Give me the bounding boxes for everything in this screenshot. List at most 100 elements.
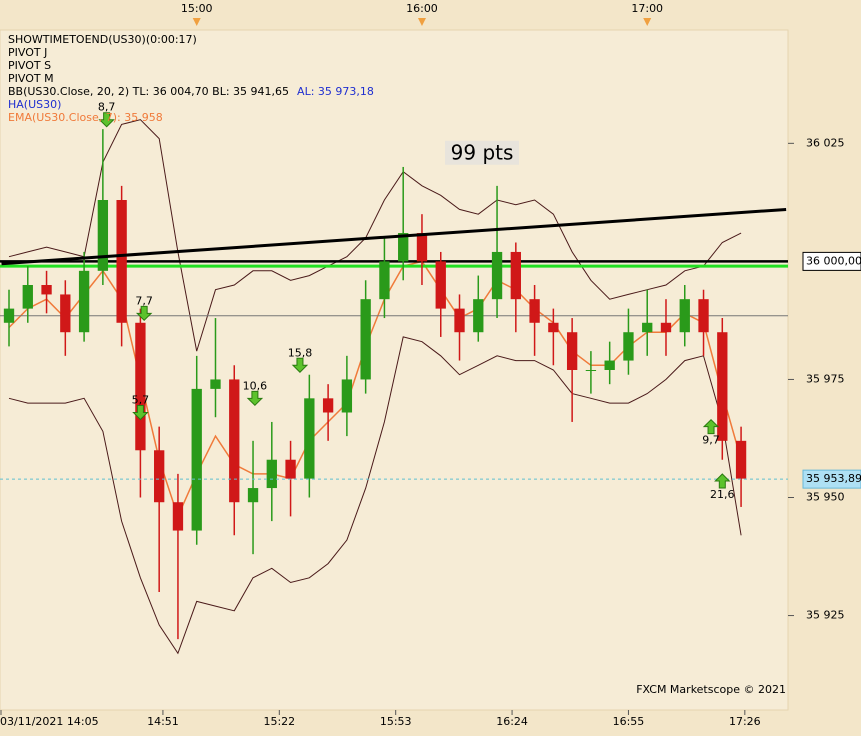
y-tick-label: 35 925 (806, 609, 845, 622)
candle-body (229, 379, 240, 503)
candle-body (210, 379, 221, 389)
candle-body (435, 261, 446, 309)
signal-label: 7,7 (135, 294, 153, 307)
signal-arrow (98, 112, 115, 128)
legend-line: SHOWTIMETOEND(US30)(0:00:17) (8, 33, 197, 46)
legend-entry: SHOWTIMETOEND(US30)(0:00:17) (8, 33, 197, 46)
candle-body (247, 488, 259, 503)
candle-body (491, 251, 503, 300)
signal-label: 9,7 (702, 434, 720, 447)
signal-arrow (132, 405, 149, 421)
candle-body (154, 450, 165, 503)
annotation-text: 99 pts (451, 140, 514, 164)
legend-line: EMA(US30.Close, 7): 35 958 (8, 111, 163, 124)
legend-entry: AL: 35 973,18 (297, 85, 374, 98)
candle-body (660, 322, 672, 333)
signal-label: 10,6 (243, 379, 268, 392)
candle-body (172, 502, 184, 531)
price-label: 35 953,89 (806, 472, 861, 485)
candle-body (623, 332, 634, 361)
top-tick-label: 16:00 (406, 2, 438, 15)
candle-body (585, 370, 597, 371)
candle-body (41, 285, 52, 295)
candle-body (322, 398, 334, 413)
candle-body (473, 299, 484, 333)
candle-body (566, 332, 578, 370)
legend-entry: PIVOT J (8, 46, 47, 59)
candle-body (135, 322, 146, 451)
x-tick-label: 15:53 (380, 715, 412, 728)
candle-body (529, 299, 540, 323)
candle-body (78, 270, 90, 333)
plot: 8,7 7,7 5,7 10,6 15,8 9,7 21,6 (0, 101, 788, 655)
top-tick (643, 18, 652, 26)
signal-arrow (702, 418, 720, 435)
x-tick-label: 16:55 (613, 715, 645, 728)
legend-line: PIVOT M (8, 72, 54, 85)
candle-body (97, 200, 109, 271)
candle-body (360, 299, 371, 380)
candle-body (60, 294, 71, 333)
candle-body (679, 299, 690, 333)
top-tick (192, 18, 201, 26)
candle-body (379, 261, 390, 300)
candle-body (191, 388, 202, 531)
signal-label: 8,7 (98, 101, 116, 114)
y-tick-label: 36 025 (806, 136, 845, 149)
top-tick (417, 18, 426, 26)
signal-label: 21,6 (710, 488, 735, 501)
signal-arrow (714, 473, 731, 489)
legend-entry: BB(US30.Close, 20, 2) TL: 36 004,70 BL: … (8, 85, 289, 98)
legend-entry: HA(US30) (8, 98, 61, 111)
y-tick-label: 35 975 (806, 372, 845, 385)
legend-entry: PIVOT M (8, 72, 54, 85)
legend-line: BB(US30.Close, 20, 2) TL: 36 004,70 BL: … (8, 85, 374, 98)
candle-body (3, 308, 15, 323)
candle-body (698, 299, 709, 333)
candle-body (642, 322, 653, 333)
top-tick-label: 17:00 (631, 2, 663, 15)
plot-area (0, 29, 789, 711)
legend-line: PIVOT S (8, 59, 51, 72)
candle-body (398, 233, 409, 262)
legend-entry: PIVOT S (8, 59, 51, 72)
annotation-box (445, 140, 520, 165)
candle-body (604, 360, 615, 370)
legend-line: HA(US30) (8, 98, 61, 111)
candle-body (454, 308, 465, 333)
signal-arrow (291, 357, 309, 373)
signal-label: 5,7 (132, 394, 150, 407)
y-tick-label: 35 950 (806, 491, 845, 504)
candle-body (416, 233, 428, 262)
price-label-box (802, 469, 861, 489)
legend-entry: EMA(US30.Close, 7): 35 958 (8, 111, 163, 124)
x-tick-label: 14:51 (147, 715, 179, 728)
signal-arrow (246, 390, 264, 407)
indicator-line (8, 260, 742, 519)
price-label-box (802, 251, 861, 271)
candle-body (285, 459, 296, 479)
signal-arrow (135, 305, 153, 322)
candle-body (266, 459, 277, 489)
candle-body (304, 398, 315, 479)
x-tick-label: 17:26 (729, 715, 761, 728)
x-tick-label: 15:22 (263, 715, 295, 728)
candle-body (548, 322, 559, 333)
trendline (1, 207, 787, 266)
candle-body (717, 332, 728, 441)
price-label: 36 000,00 (806, 254, 861, 267)
candle-body (510, 251, 521, 300)
candle-body (22, 285, 33, 309)
x-tick-label: 16:24 (496, 715, 528, 728)
indicator-line (8, 336, 742, 655)
signal-label: 15,8 (288, 346, 313, 359)
x-tick-label: 03/11/2021 14:05 (0, 715, 99, 728)
candle-body (735, 440, 747, 479)
legend-line: PIVOT J (8, 46, 47, 59)
candle-body (341, 379, 353, 413)
candle-body (116, 200, 127, 323)
indicator-line (8, 119, 742, 352)
top-tick-label: 15:00 (181, 2, 213, 15)
